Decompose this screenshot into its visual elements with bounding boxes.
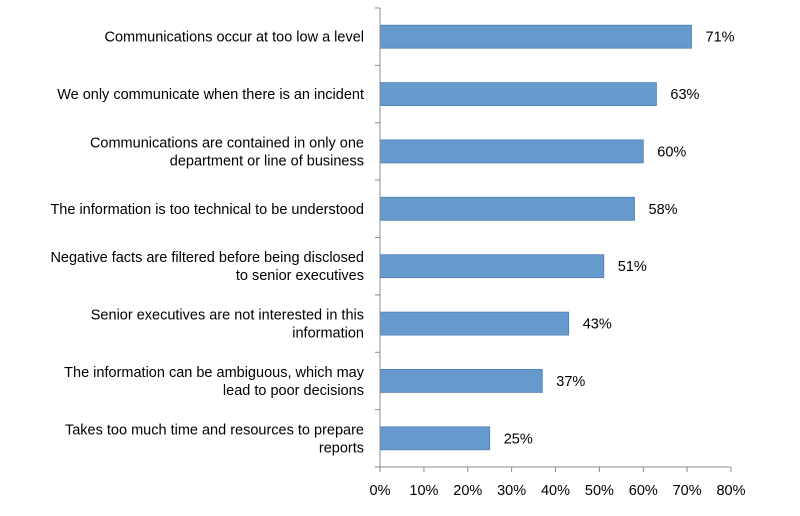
- category-label: The information is too technical to be u…: [50, 202, 364, 218]
- value-label: 58%: [649, 202, 678, 218]
- category-labels: Communications occur at too low a level W…: [50, 30, 364, 457]
- axes: [375, 7, 731, 468]
- bar: [379, 24, 692, 49]
- bar: [379, 139, 644, 164]
- value-label: 63%: [670, 87, 699, 103]
- bars: [379, 24, 692, 451]
- value-label: 37%: [556, 374, 585, 390]
- bar: [379, 82, 657, 106]
- bar: [379, 311, 570, 336]
- value-label: 25%: [504, 431, 533, 447]
- x-axis-ticks: 0% 10% 20% 30% 40% 50% 60% 70% 80%: [370, 467, 746, 499]
- bar: [379, 254, 605, 279]
- bar: [379, 368, 543, 393]
- category-label: Senior executives are not interested in …: [91, 308, 364, 342]
- value-label: 51%: [618, 259, 647, 275]
- category-label: Communications occur at too low a level: [104, 30, 364, 46]
- bar: [379, 426, 491, 451]
- category-label: Takes too much time and resources to pre…: [65, 422, 364, 456]
- x-tick-label: 70%: [673, 483, 702, 499]
- x-tick-label: 30%: [497, 483, 526, 499]
- value-label: 43%: [583, 317, 612, 333]
- x-tick-label: 10%: [409, 483, 438, 499]
- x-tick-label: 80%: [716, 483, 745, 499]
- value-labels: 71% 63% 60% 58% 51% 43% 37% 25%: [504, 30, 735, 448]
- bar: [379, 196, 635, 221]
- category-label: Negative facts are filtered before being…: [50, 250, 364, 284]
- x-tick-label: 60%: [629, 483, 658, 499]
- category-label: Communications are contained in only one…: [90, 135, 364, 169]
- category-label: The information can be ambiguous, which …: [64, 365, 365, 399]
- x-tick-label: 40%: [541, 483, 570, 499]
- value-label: 71%: [706, 30, 735, 46]
- x-tick-label: 0%: [370, 483, 391, 499]
- category-label: We only communicate when there is an inc…: [57, 87, 364, 103]
- x-tick-label: 20%: [453, 483, 482, 499]
- x-tick-label: 50%: [585, 483, 614, 499]
- value-label: 60%: [657, 144, 686, 160]
